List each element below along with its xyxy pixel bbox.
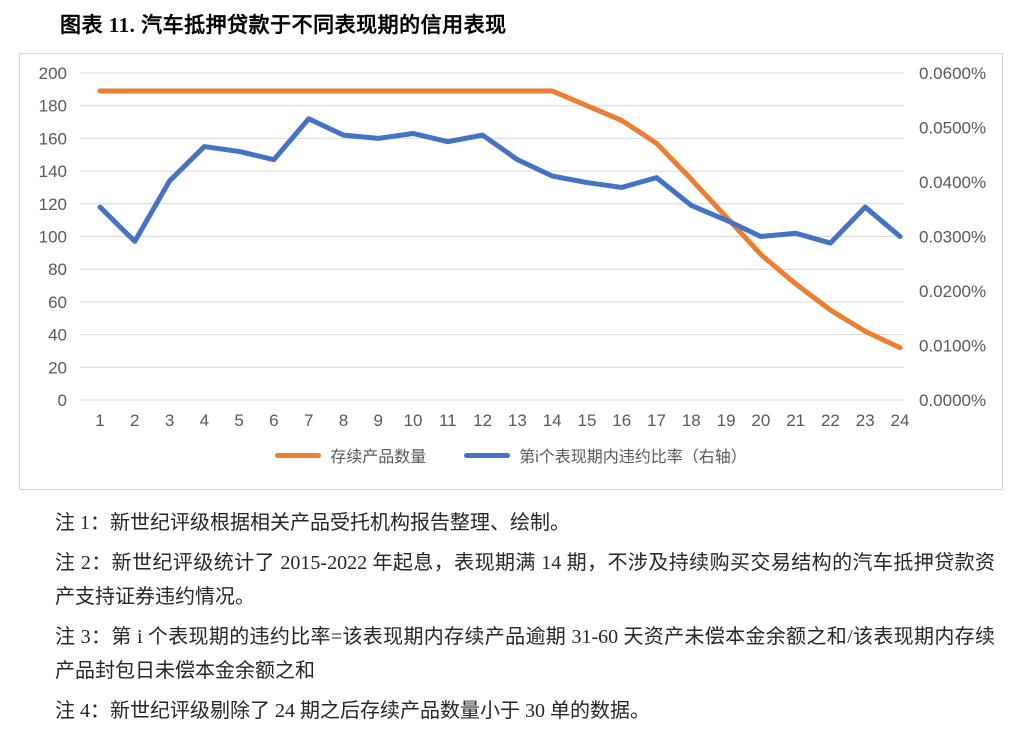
credit-performance-chart: 200 180 160 140 120 100 80 60 40 20 0 0.0600% 0.0500… <box>19 53 1003 490</box>
x-axis-tick: 24 <box>891 411 910 430</box>
left-axis-tick: 0 <box>58 391 67 410</box>
x-axis-tick: 18 <box>682 411 701 430</box>
blue-line-swatch <box>464 452 511 458</box>
x-axis-tick: 14 <box>543 411 562 430</box>
x-axis-tick: 6 <box>269 411 278 430</box>
left-axis-tick: 20 <box>48 358 67 377</box>
left-axis-tick: 80 <box>48 260 67 279</box>
left-axis-tick: 40 <box>48 326 67 345</box>
right-axis-tick: 0.0600% <box>919 64 986 83</box>
x-axis-tick: 21 <box>786 411 805 430</box>
right-axis-tick: 0.0300% <box>919 228 986 247</box>
right-axis-tick: 0.0200% <box>919 282 986 301</box>
x-axis-tick: 9 <box>374 411 383 430</box>
chart-plot-area: 2001801601401201008060402000.0600%0.0500… <box>39 64 987 430</box>
legend-label-default-rate: 第i个表现期内违约比率（右轴） <box>519 449 747 466</box>
series-line-product-count <box>97 88 903 351</box>
x-axis-tick: 12 <box>473 411 492 430</box>
x-axis-tick: 17 <box>647 411 666 430</box>
legend-item-product-count: 存续产品数量 <box>275 443 426 467</box>
figure-title: 图表 11. 汽车抵押贷款于不同表现期的信用表现 <box>60 13 507 37</box>
right-axis-tick: 0.0400% <box>919 173 986 192</box>
x-axis-tick: 13 <box>508 411 527 430</box>
left-axis-tick: 140 <box>39 162 67 181</box>
left-axis-tick: 60 <box>48 293 67 312</box>
x-axis-tick: 11 <box>439 411 457 430</box>
x-axis-tick: 23 <box>856 411 875 430</box>
x-axis-tick: 10 <box>404 411 423 430</box>
footnote-4: 注 4：新世纪评级剔除了 24 期之后存续产品数量小于 30 单的数据。 <box>55 700 650 722</box>
orange-line-swatch <box>275 452 322 458</box>
footnotes: 注 1：新世纪评级根据相关产品受托机构报告整理、绘制。 注 2：新世纪评级统计了… <box>55 506 995 734</box>
right-axis-tick: 0.0500% <box>919 119 986 138</box>
legend-label-product-count: 存续产品数量 <box>330 449 427 466</box>
left-axis-tick: 120 <box>39 195 67 214</box>
x-axis-tick: 16 <box>612 411 631 430</box>
footnote-1: 注 1：新世纪评级根据相关产品受托机构报告整理、绘制。 <box>55 512 570 534</box>
left-axis-tick: 160 <box>39 129 67 148</box>
left-axis-tick: 200 <box>39 64 67 83</box>
x-axis-tick: 22 <box>821 411 840 430</box>
x-axis-tick: 8 <box>339 411 348 430</box>
series-line-default-rate <box>97 116 903 246</box>
x-axis-tick: 15 <box>577 411 596 430</box>
footnote-3: 注 3：第 i 个表现期的违约比率=该表现期内存续产品逾期 31-60 天资产未… <box>55 626 995 682</box>
x-axis-tick: 2 <box>130 411 139 430</box>
right-axis-tick: 0.0000% <box>919 391 986 410</box>
left-axis-tick: 100 <box>39 228 67 247</box>
x-axis-tick: 1 <box>95 411 104 430</box>
x-axis-tick: 7 <box>304 411 313 430</box>
legend-item-default-rate: 第i个表现期内违约比率（右轴） <box>464 443 747 467</box>
left-axis-tick: 180 <box>39 97 67 116</box>
x-axis-tick: 20 <box>751 411 770 430</box>
right-axis-tick: 0.0100% <box>919 337 986 356</box>
chart-legend: 存续产品数量 第i个表现期内违约比率（右轴） <box>20 443 1002 467</box>
x-axis-tick: 5 <box>234 411 243 430</box>
x-axis-tick: 3 <box>165 411 174 430</box>
x-axis-tick: 4 <box>200 411 209 430</box>
footnote-2: 注 2：新世纪评级统计了 2015-2022 年起息，表现期满 14 期，不涉及… <box>55 552 995 608</box>
x-axis-tick: 19 <box>717 411 736 430</box>
